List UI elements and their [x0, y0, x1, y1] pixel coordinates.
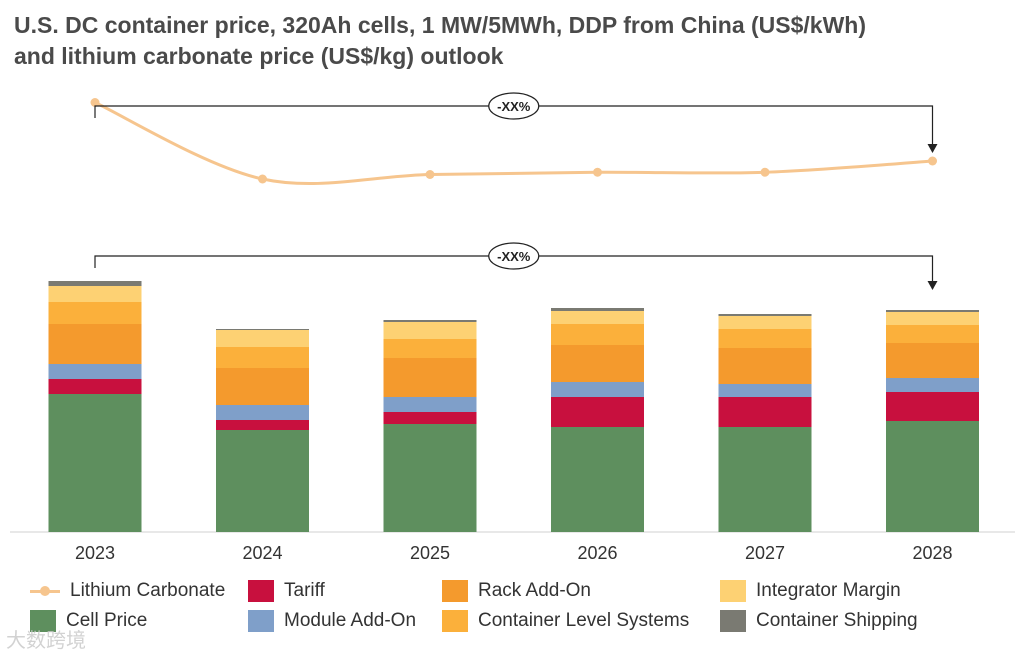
legend-label: Lithium Carbonate — [70, 580, 226, 601]
chart-title-line-1: U.S. DC container price, 320Ah cells, 1 … — [14, 12, 866, 38]
bar-segment-cell-price-2024 — [216, 430, 309, 532]
bar-segment-container-shipping-2025 — [383, 320, 477, 322]
legend-item-lithium-carbonate: Lithium Carbonate — [30, 576, 225, 606]
chart-title: U.S. DC container price, 320Ah cells, 1 … — [14, 10, 1014, 72]
x-tick-label-2027: 2027 — [745, 543, 785, 563]
legend-item-rack-add-on: Rack Add-On — [442, 576, 591, 606]
lithium-carbonate-point-2025 — [425, 170, 435, 179]
bar-segment-tariff-2025 — [383, 412, 477, 424]
legend-label: Module Add-On — [284, 610, 417, 631]
bar-segment-container-level-systems-2028 — [886, 325, 979, 343]
bar-segment-container-shipping-2028 — [886, 310, 979, 312]
lithium-carbonate-point-2023 — [90, 98, 100, 107]
legend-item-container-shipping: Container Shipping — [720, 606, 918, 636]
x-tick-label-2028: 2028 — [912, 543, 952, 563]
x-tick-label-2023: 2023 — [75, 543, 115, 563]
bar-segment-module-add-on-2023 — [48, 364, 142, 379]
top-annotation-arrowhead — [927, 144, 938, 153]
bar-segment-rack-add-on-2025 — [383, 358, 477, 397]
bar-segment-module-add-on-2027 — [718, 384, 812, 397]
bar-segment-module-add-on-2024 — [216, 405, 309, 420]
bar-segment-cell-price-2023 — [48, 394, 142, 532]
bar-segment-integrator-margin-2024 — [216, 330, 309, 347]
bar-segment-integrator-margin-2026 — [551, 311, 644, 324]
legend-item-module-add-on: Module Add-On — [248, 606, 416, 636]
lithium-carbonate-point-2024 — [258, 174, 267, 184]
legend-label: Container Level Systems — [478, 610, 690, 631]
legend-label: Rack Add-On — [478, 580, 591, 601]
legend-swatch-cell-price — [30, 610, 56, 632]
bar-segment-container-shipping-2023 — [48, 281, 142, 286]
bottom-annotation-arrowhead — [927, 281, 938, 290]
bar-segment-container-level-systems-2024 — [216, 347, 309, 368]
lithium-carbonate-line — [94, 101, 933, 186]
bottom-annotation-label: -XX% — [497, 249, 531, 264]
bar-segment-container-level-systems-2023 — [48, 302, 142, 324]
legend-item-integrator-margin: Integrator Margin — [720, 576, 901, 606]
x-tick-label-2026: 2026 — [577, 543, 617, 563]
bar-segment-tariff-2028 — [886, 392, 979, 421]
bar-segment-module-add-on-2028 — [886, 378, 979, 392]
legend-swatch-integrator-margin — [720, 580, 746, 602]
legend-label: Integrator Margin — [756, 580, 901, 601]
chart-title-line-2: and lithium carbonate price (US$/kg) out… — [14, 43, 504, 69]
watermark: 大数跨境 — [6, 630, 86, 652]
x-tick-label-2025: 2025 — [410, 543, 450, 563]
bar-segment-cell-price-2025 — [383, 424, 477, 532]
legend: Lithium Carbonate Tariff Rack Add-On Int… — [0, 576, 1024, 648]
legend-label: Cell Price — [66, 610, 148, 631]
x-tick-label-2024: 2024 — [242, 543, 282, 563]
legend-item-container-level-systems: Container Level Systems — [442, 606, 689, 636]
legend-swatch-lithium-carbonate — [30, 580, 60, 602]
legend-swatch-module-add-on — [248, 610, 274, 632]
legend-swatch-container-shipping — [720, 610, 746, 632]
legend-label: Tariff — [284, 580, 325, 601]
bar-segment-container-level-systems-2025 — [383, 339, 477, 358]
bar-segment-container-shipping-2026 — [551, 308, 644, 311]
bar-segment-integrator-margin-2023 — [48, 286, 142, 302]
bar-segment-container-level-systems-2026 — [551, 324, 644, 345]
bar-segment-integrator-margin-2028 — [886, 312, 979, 325]
bar-segment-cell-price-2027 — [718, 427, 812, 532]
bar-segment-cell-price-2026 — [551, 427, 644, 532]
bar-segment-tariff-2027 — [718, 397, 812, 427]
bar-segment-integrator-margin-2027 — [718, 316, 812, 329]
legend-item-tariff: Tariff — [248, 576, 325, 606]
lithium-carbonate-point-2026 — [593, 167, 602, 177]
bar-segment-rack-add-on-2026 — [551, 345, 644, 382]
bar-segment-tariff-2026 — [551, 397, 644, 427]
bar-segment-tariff-2023 — [48, 379, 142, 394]
legend-swatch-rack-add-on — [442, 580, 468, 602]
bar-segment-rack-add-on-2023 — [48, 324, 142, 364]
bar-segment-rack-add-on-2027 — [718, 348, 812, 384]
bar-segment-container-level-systems-2027 — [718, 329, 812, 348]
lithium-carbonate-point-2027 — [760, 167, 770, 177]
chart-canvas: 2023 2024 2025 2026 2027 2028 -XX% -XX% — [10, 92, 1015, 563]
top-annotation-label-oval — [488, 92, 540, 120]
lithium-carbonate-point-2028 — [928, 156, 937, 166]
bar-segment-rack-add-on-2024 — [216, 368, 309, 405]
bar-segment-rack-add-on-2028 — [886, 343, 979, 378]
bar-segment-module-add-on-2025 — [383, 397, 477, 412]
bar-segment-cell-price-2028 — [886, 421, 979, 532]
legend-swatch-tariff — [248, 580, 274, 602]
bar-segment-tariff-2024 — [216, 420, 309, 430]
legend-label: Container Shipping — [756, 610, 918, 631]
bar-segment-integrator-margin-2025 — [383, 322, 477, 339]
top-annotation-label: -XX% — [497, 99, 531, 114]
legend-swatch-container-level-systems — [442, 610, 468, 632]
bar-segment-container-shipping-2024 — [216, 329, 309, 330]
legend-item-cell-price: Cell Price — [30, 606, 147, 636]
bar-segment-module-add-on-2026 — [551, 382, 644, 397]
bar-segment-container-shipping-2027 — [718, 314, 812, 316]
bottom-annotation-label-oval — [488, 242, 540, 270]
